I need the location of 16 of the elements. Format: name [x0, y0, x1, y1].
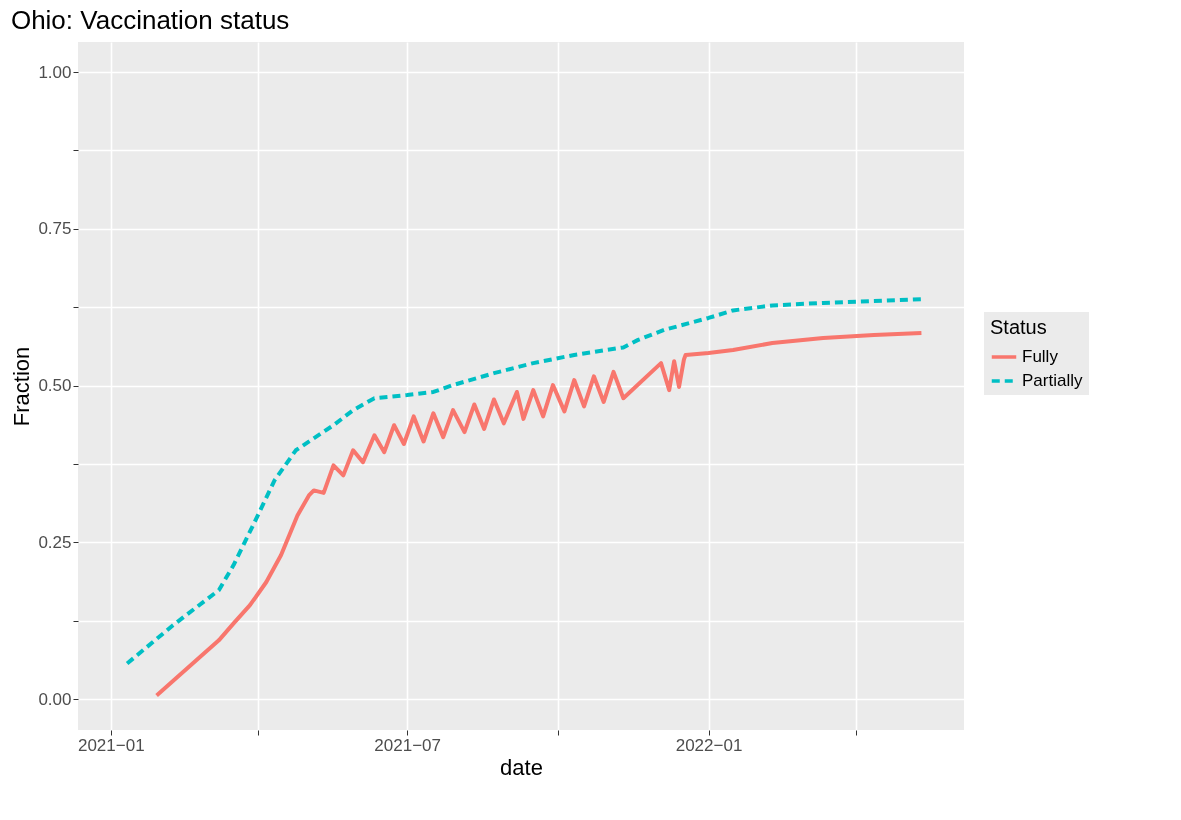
- legend-label: Partially: [1022, 371, 1083, 390]
- y-tick-label: 0.75: [38, 219, 72, 239]
- y-tick-label: 0.25: [38, 532, 72, 552]
- legend-label: Fully: [1022, 347, 1059, 366]
- y-tick-label: 0.00: [38, 689, 72, 709]
- line-series: [125, 297, 924, 666]
- y-tick-label: 1.00: [38, 62, 72, 82]
- legend-title: Status: [990, 316, 1047, 338]
- line-series: [154, 331, 924, 698]
- x-tick-label: 2021−07: [374, 735, 442, 755]
- x-tick-label: 2022−01: [675, 735, 743, 755]
- y-axis-title: Fraction: [9, 346, 35, 427]
- x-axis-title: date: [500, 754, 543, 780]
- chart-title: Ohio: Vaccination status: [10, 5, 290, 35]
- x-tick-label: 2021−01: [77, 735, 145, 755]
- y-tick-label: 0.50: [38, 376, 72, 396]
